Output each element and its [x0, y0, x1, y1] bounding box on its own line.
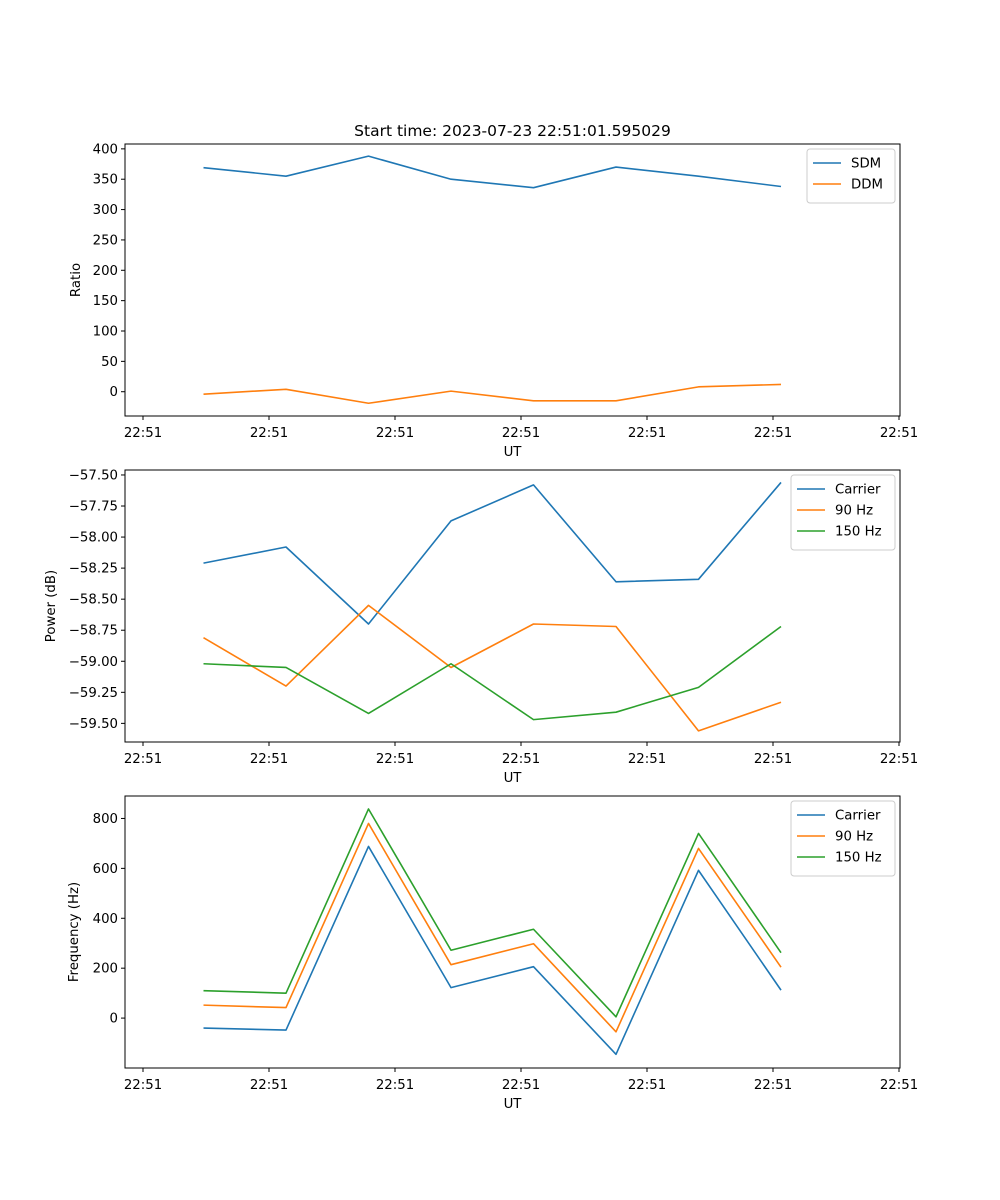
- y-tick-label: 50: [101, 355, 118, 370]
- panel-frequency: 0 200 400 600 800 22:51 22:51 22:51 22:51 22:51 22…: [67, 795, 918, 1112]
- legend-label: 150 Hz: [835, 851, 882, 866]
- y-axis-label: Frequency (Hz): [67, 882, 82, 982]
- plot-area-power: −59.50 −59.25 −59.00 −58.75 −58.50 −58.25 −58.…: [69, 468, 918, 767]
- legend-label: SDM: [851, 157, 881, 172]
- x-tick-label: 22:51: [250, 752, 288, 767]
- x-tick-label: 22:51: [376, 426, 414, 441]
- y-tick-label: −59.25: [69, 686, 118, 701]
- x-axis-label: UT: [504, 771, 523, 786]
- y-tick-label: −58.50: [69, 593, 118, 608]
- y-tick-label: 200: [93, 962, 118, 977]
- panel-ratio: Start time: 2023-07-23 22:51:01.595029 0…: [69, 122, 918, 460]
- series-line-carrier: [203, 481, 782, 625]
- series-line-ddm: [203, 383, 782, 405]
- y-tick-label: 0: [110, 1012, 118, 1027]
- series-line-sdm: [203, 155, 782, 189]
- chart-title: Start time: 2023-07-23 22:51:01.595029: [354, 122, 671, 140]
- x-tick-label: 22:51: [250, 1078, 288, 1093]
- x-tick-label: 22:51: [880, 752, 918, 767]
- series-line-90-hz: [203, 604, 782, 732]
- y-tick-label: −58.00: [69, 531, 118, 546]
- legend-label: 90 Hz: [835, 830, 873, 845]
- series-line-150-hz: [203, 625, 782, 721]
- axes-frame: [124, 469, 901, 743]
- x-tick-label: 22:51: [628, 426, 666, 441]
- legend-label: Carrier: [835, 483, 881, 498]
- x-tick-label: 22:51: [502, 1078, 540, 1093]
- x-tick-label: 22:51: [880, 426, 918, 441]
- y-tick-label: −57.75: [69, 500, 118, 515]
- y-tick-label: 200: [93, 264, 118, 279]
- y-tick-label: 0: [110, 385, 118, 400]
- series-line-90-hz: [203, 822, 782, 1033]
- x-tick-label: 22:51: [124, 1078, 162, 1093]
- y-tick-label: −57.50: [69, 468, 118, 483]
- legend-label: Carrier: [835, 809, 881, 824]
- y-axis-label: Power (dB): [44, 570, 59, 642]
- x-tick-label: 22:51: [250, 426, 288, 441]
- legend: Carrier 90 Hz 150 Hz: [790, 474, 896, 551]
- y-tick-label: −59.50: [69, 717, 118, 732]
- plot-area-frequency: 0 200 400 600 800 22:51 22:51 22:51 22:51 22:51 22…: [93, 808, 918, 1093]
- series-line-carrier: [203, 845, 782, 1056]
- y-tick-label: 400: [93, 912, 118, 927]
- x-tick-label: 22:51: [124, 752, 162, 767]
- legend: Carrier 90 Hz 150 Hz: [790, 800, 896, 877]
- legend: SDM DDM: [806, 148, 896, 204]
- series-line-150-hz: [203, 808, 782, 1018]
- x-tick-label: 22:51: [124, 426, 162, 441]
- x-tick-label: 22:51: [628, 752, 666, 767]
- y-tick-label: 600: [93, 862, 118, 877]
- x-tick-label: 22:51: [628, 1078, 666, 1093]
- y-tick-label: 300: [93, 203, 118, 218]
- y-tick-label: −58.75: [69, 624, 118, 639]
- y-tick-label: −59.00: [69, 655, 118, 670]
- x-tick-label: 22:51: [754, 1078, 792, 1093]
- y-tick-label: 150: [93, 294, 118, 309]
- legend-label: 90 Hz: [835, 504, 873, 519]
- x-axis-label: UT: [504, 445, 523, 460]
- plot-area-ratio: 0 50 100 150 200 250 300 350 400 22:51 22:51 22:51 2…: [93, 142, 919, 441]
- x-tick-label: 22:51: [880, 1078, 918, 1093]
- x-axis-label: UT: [504, 1097, 523, 1112]
- y-tick-label: 400: [93, 142, 118, 157]
- y-tick-label: 350: [93, 173, 118, 188]
- legend-label: DDM: [851, 178, 883, 193]
- y-tick-label: 100: [93, 325, 118, 340]
- x-tick-label: 22:51: [502, 426, 540, 441]
- axes-frame: [124, 795, 901, 1069]
- y-axis-label: Ratio: [69, 263, 84, 297]
- y-tick-label: 800: [93, 812, 118, 827]
- y-tick-label: −58.25: [69, 562, 118, 577]
- x-tick-label: 22:51: [376, 1078, 414, 1093]
- y-tick-label: 250: [93, 233, 118, 248]
- legend-label: 150 Hz: [835, 525, 882, 540]
- x-tick-label: 22:51: [502, 752, 540, 767]
- axes-frame: [124, 143, 901, 417]
- x-tick-label: 22:51: [376, 752, 414, 767]
- x-tick-label: 22:51: [754, 752, 792, 767]
- x-tick-label: 22:51: [754, 426, 792, 441]
- panel-power: −59.50 −59.25 −59.00 −58.75 −58.50 −58.25 −58.…: [44, 468, 918, 786]
